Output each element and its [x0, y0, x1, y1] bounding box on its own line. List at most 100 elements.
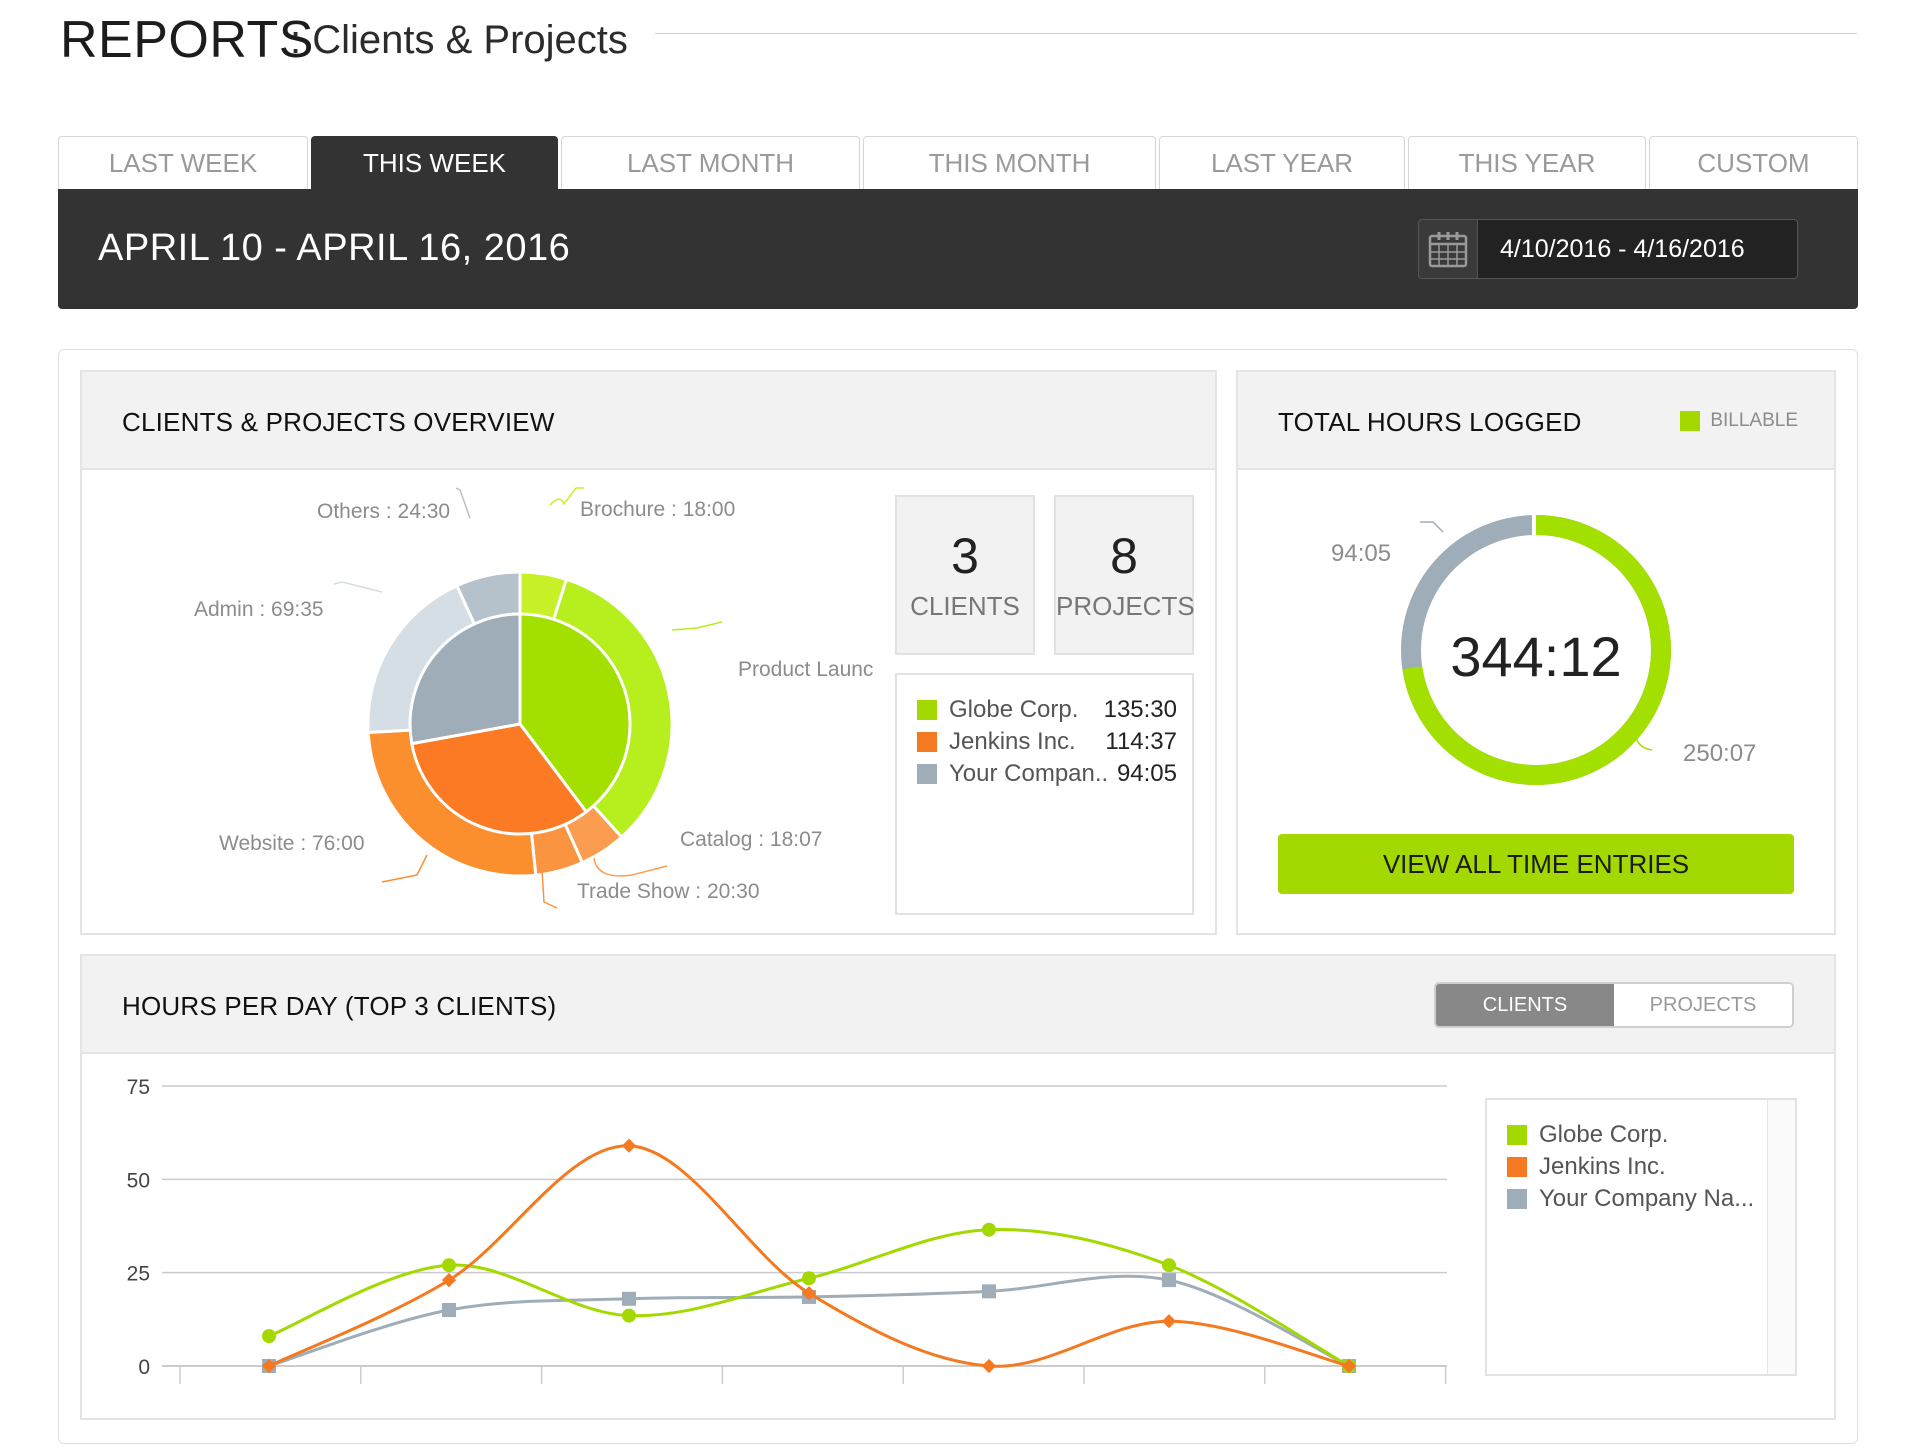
- data-point: [1162, 1273, 1176, 1288]
- legend-client-name: Jenkins Inc.: [949, 728, 1076, 755]
- legend-scrollbar[interactable]: [1767, 1100, 1795, 1374]
- clients-count: 3: [951, 528, 979, 584]
- pie-label-admin: Admin : 69:35: [194, 598, 324, 621]
- legend-series-name: Your Company Na...: [1539, 1185, 1755, 1212]
- legend-item[interactable]: Your Company Na...: [1507, 1184, 1754, 1214]
- legend-swatch: [1507, 1125, 1527, 1145]
- pie-leader-lines: [333, 487, 723, 909]
- hours-per-day-title: HOURS PER DAY (TOP 3 CLIENTS): [122, 991, 557, 1021]
- pie-label-catalog: Catalog : 18:07: [680, 828, 823, 851]
- pie-slice-globe-corp[interactable]: [518, 612, 632, 814]
- projects-count-tile: 8 PROJECTS: [1054, 495, 1195, 655]
- data-point: [261, 1358, 277, 1374]
- legend-client-name: Globe Corp.: [949, 696, 1079, 723]
- legend-client-hours: 135:30: [1103, 696, 1177, 723]
- y-tick-label: 0: [138, 1356, 150, 1379]
- hours-chart-legend: Globe Corp. Jenkins Inc. Your Company Na…: [1485, 1098, 1797, 1376]
- legend-swatch: [917, 700, 937, 720]
- legend-client-name: Your Compan..: [949, 760, 1109, 787]
- billable-hours: 250:07: [1683, 740, 1757, 767]
- billable-label: BILLABLE: [1710, 410, 1798, 431]
- tab-this-year[interactable]: THIS YEAR: [1408, 136, 1646, 190]
- legend-item[interactable]: Jenkins Inc.: [1507, 1152, 1666, 1182]
- legend-client-hours: 94:05: [1116, 760, 1177, 787]
- legend-swatch: [1507, 1157, 1527, 1177]
- data-point: [622, 1308, 636, 1323]
- legend-swatch: [917, 764, 937, 784]
- legend-item[interactable]: Globe Corp. 135:30: [917, 695, 1177, 725]
- overview-panel: CLIENTS & PROJECTS OVERVIEW Others: [80, 370, 1217, 935]
- data-point: [981, 1358, 997, 1374]
- data-point: [622, 1291, 636, 1306]
- legend-client-hours: 114:37: [1105, 728, 1177, 755]
- hours-per-day-panel: HOURS PER DAY (TOP 3 CLIENTS) CLIENTS PR…: [80, 954, 1836, 1420]
- total-hours-header: TOTAL HOURS LOGGED BILLABLE: [1238, 372, 1834, 470]
- header-divider: [655, 33, 1857, 34]
- data-point: [1341, 1358, 1357, 1374]
- tab-last-month[interactable]: LAST MONTH: [561, 136, 860, 190]
- data-point: [441, 1273, 457, 1288]
- pie-slice-your-company[interactable]: [408, 612, 522, 746]
- page-title: REPORTS: [60, 11, 314, 69]
- total-hours-value: 344:12: [1450, 625, 1622, 688]
- toggle-clients-button[interactable]: CLIENTS: [1436, 984, 1614, 1026]
- tab-this-week[interactable]: THIS WEEK: [311, 136, 558, 190]
- y-tick-label: 50: [127, 1169, 150, 1192]
- tab-custom[interactable]: CUSTOM: [1649, 136, 1858, 190]
- y-tick-label: 25: [127, 1263, 150, 1286]
- legend-swatch: [917, 732, 937, 752]
- pie-label-brochure: Brochure : 18:00: [580, 498, 736, 521]
- pie-slice-jenkins-inc[interactable]: [410, 722, 589, 836]
- tab-this-month[interactable]: THIS MONTH: [863, 136, 1156, 190]
- calendar-button[interactable]: [1418, 219, 1478, 279]
- projects-count: 8: [1110, 528, 1138, 584]
- data-point: [1162, 1258, 1176, 1273]
- clients-projects-toggle: CLIENTS PROJECTS: [1434, 982, 1794, 1028]
- page-header: REPORTS : Clients & Projects: [60, 0, 1857, 78]
- legend-item[interactable]: Your Compan.. 94:05: [917, 759, 1177, 789]
- y-tick-label: 75: [127, 1076, 150, 1099]
- pie-label-trade-show: Trade Show : 20:30: [577, 880, 760, 903]
- total-hours-title: TOTAL HOURS LOGGED: [1278, 407, 1582, 437]
- view-all-time-entries-button[interactable]: VIEW ALL TIME ENTRIES: [1278, 834, 1794, 894]
- pie-label-others: Others : 24:30: [317, 500, 451, 523]
- clients-projects-pie: [333, 487, 723, 909]
- legend-item[interactable]: Globe Corp.: [1507, 1120, 1668, 1150]
- billable-legend: BILLABLE: [1680, 410, 1798, 432]
- projects-count-label: PROJECTS: [1056, 591, 1195, 621]
- tab-last-week[interactable]: LAST WEEK: [58, 136, 308, 190]
- data-point: [802, 1271, 816, 1286]
- data-point: [442, 1303, 456, 1317]
- overview-title: CLIENTS & PROJECTS OVERVIEW: [122, 407, 555, 437]
- tab-last-year[interactable]: LAST YEAR: [1159, 136, 1405, 190]
- pie-label-website: Website : 76:00: [219, 832, 365, 855]
- legend-item[interactable]: Jenkins Inc. 114:37: [917, 727, 1177, 757]
- data-point: [262, 1329, 276, 1344]
- total-hours-panel: TOTAL HOURS LOGGED BILLABLE 344:12 94:05…: [1236, 370, 1836, 935]
- hours-donut: [1401, 515, 1671, 785]
- data-point: [621, 1138, 637, 1153]
- date-range-input[interactable]: 4/10/2016 - 4/16/2016: [1478, 219, 1798, 279]
- billable-swatch: [1680, 411, 1701, 431]
- hours-per-day-line-chart: 0 25 50 75: [127, 1076, 1447, 1384]
- overview-panel-header: CLIENTS & PROJECTS OVERVIEW: [82, 372, 1215, 470]
- report-container: [58, 349, 1858, 1444]
- date-bar: APRIL 10 - APRIL 16, 2016 4/10/2016 - 4/…: [58, 189, 1858, 309]
- non-billable-hours: 94:05: [1331, 540, 1392, 567]
- toggle-projects-button[interactable]: PROJECTS: [1614, 984, 1792, 1026]
- pie-label-product-launch: Product Launc: [738, 658, 874, 681]
- legend-swatch: [1507, 1189, 1527, 1209]
- data-point: [982, 1284, 996, 1299]
- data-point: [1161, 1314, 1177, 1329]
- clients-count-label: CLIENTS: [910, 591, 1020, 621]
- hours-per-day-header: HOURS PER DAY (TOP 3 CLIENTS) CLIENTS PR…: [82, 956, 1834, 1054]
- clients-legend: Globe Corp. 135:30 Jenkins Inc. 114:37 Y…: [895, 673, 1194, 915]
- legend-series-name: Jenkins Inc.: [1539, 1153, 1666, 1180]
- calendar-icon: [1428, 232, 1468, 268]
- legend-series-name: Globe Corp.: [1539, 1121, 1669, 1148]
- data-point: [982, 1222, 996, 1237]
- data-point: [442, 1258, 456, 1273]
- date-range-label: APRIL 10 - APRIL 16, 2016: [98, 227, 571, 269]
- clients-count-tile: 3 CLIENTS: [895, 495, 1035, 655]
- period-tabs: LAST WEEK THIS WEEK LAST MONTH THIS MONT…: [58, 136, 1858, 190]
